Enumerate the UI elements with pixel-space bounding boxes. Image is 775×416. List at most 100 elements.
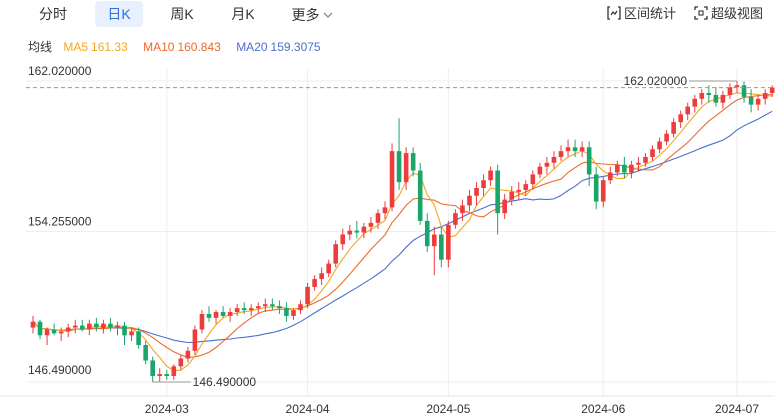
candle [375, 209, 381, 229]
x-tick-label: 2024-03 [145, 402, 189, 416]
super-view-button[interactable]: 超级视图 [694, 4, 763, 24]
candle [523, 180, 529, 196]
candle-body [136, 331, 141, 345]
y-tick-label: 146.490000 [28, 363, 92, 377]
candle-body [347, 230, 353, 235]
candle-body [664, 133, 669, 142]
candle-body [706, 93, 712, 95]
candle-body [607, 172, 613, 181]
candle [755, 94, 761, 111]
candle [115, 321, 120, 336]
x-tick-label: 2024-04 [286, 402, 330, 416]
candle-body [650, 149, 655, 157]
candle [727, 83, 733, 99]
candle [600, 176, 606, 208]
tab-timeshare[interactable]: 分时 [28, 1, 78, 27]
tab-monthly-k[interactable]: 月K [219, 1, 267, 27]
candle [720, 91, 726, 109]
candle [129, 327, 134, 342]
candle [108, 317, 113, 332]
interval-stats-button[interactable]: 区间统计 [607, 4, 676, 24]
candle [58, 327, 64, 342]
candle [657, 137, 662, 154]
candle-body [284, 308, 289, 316]
candle [537, 162, 543, 179]
candle-body [481, 180, 486, 188]
candle-body [298, 304, 303, 311]
candle [122, 321, 127, 345]
candle-body [58, 331, 64, 334]
candle-body [171, 366, 177, 376]
candle [565, 139, 571, 157]
candle-body [636, 162, 641, 165]
candle [312, 275, 317, 291]
candle [44, 327, 50, 345]
candle [713, 87, 719, 107]
candle-body [396, 151, 402, 183]
candlestick-chart[interactable]: 162.020000 154.255000 146.490000 2024-03 202… [0, 60, 775, 416]
ma10-value: 160.843 [177, 40, 221, 54]
candle-body [87, 323, 92, 330]
candle-body [755, 98, 761, 105]
candle [572, 139, 578, 157]
candle-body [79, 325, 85, 330]
candle [164, 370, 170, 380]
candle-body [467, 195, 472, 206]
candle-body [537, 166, 543, 175]
candle [143, 341, 148, 365]
candle-body [241, 308, 247, 311]
candle [417, 162, 423, 225]
candle-body [354, 230, 360, 233]
candle [270, 298, 275, 311]
candle-body [312, 279, 317, 287]
candle-body [108, 323, 113, 328]
candle-body [551, 156, 557, 163]
candle [94, 317, 99, 332]
tab-daily-k[interactable]: 日K [95, 1, 143, 27]
candle [769, 85, 775, 97]
candle-body [101, 323, 106, 328]
candle-body [65, 327, 71, 332]
candle-body [403, 153, 409, 183]
candle-body [439, 234, 444, 260]
ma20-name: MA20 [236, 40, 268, 54]
candle [685, 102, 691, 121]
candle-body [94, 323, 99, 328]
super-view-label: 超级视图 [711, 6, 764, 21]
candle-body [44, 329, 50, 336]
candle-body [150, 360, 155, 376]
candle [382, 201, 388, 219]
candle [284, 302, 289, 322]
low-marker-label: 146.490000 [193, 375, 257, 389]
candle [79, 319, 85, 332]
tab-label: 日K [107, 6, 131, 22]
candle-body [361, 226, 367, 233]
ma20-line [32, 110, 773, 344]
candle-body [255, 306, 261, 309]
ma5-value: 161.33 [91, 40, 128, 54]
candle [87, 319, 92, 336]
candle-body [678, 114, 683, 123]
tab-weekly-k[interactable]: 周K [158, 1, 206, 27]
candle [699, 89, 705, 105]
candle-body [30, 321, 36, 328]
candle [607, 166, 613, 185]
candle [277, 300, 282, 314]
candle-body [305, 286, 310, 305]
candle [298, 300, 303, 314]
ma10-name: MA10 [143, 40, 175, 54]
candle [692, 94, 698, 113]
candle [354, 220, 360, 239]
candle-body [600, 180, 606, 202]
tab-more[interactable]: 更多 [282, 1, 342, 27]
interval-stats-label: 区间统计 [624, 6, 677, 21]
candle [762, 89, 768, 105]
candle [509, 186, 515, 206]
candle-body [692, 98, 698, 107]
candle-body [502, 199, 507, 214]
candle [516, 182, 522, 200]
ma10-line [32, 94, 773, 358]
candle [136, 327, 141, 349]
candle-body [199, 313, 205, 330]
candle-body [572, 147, 578, 152]
